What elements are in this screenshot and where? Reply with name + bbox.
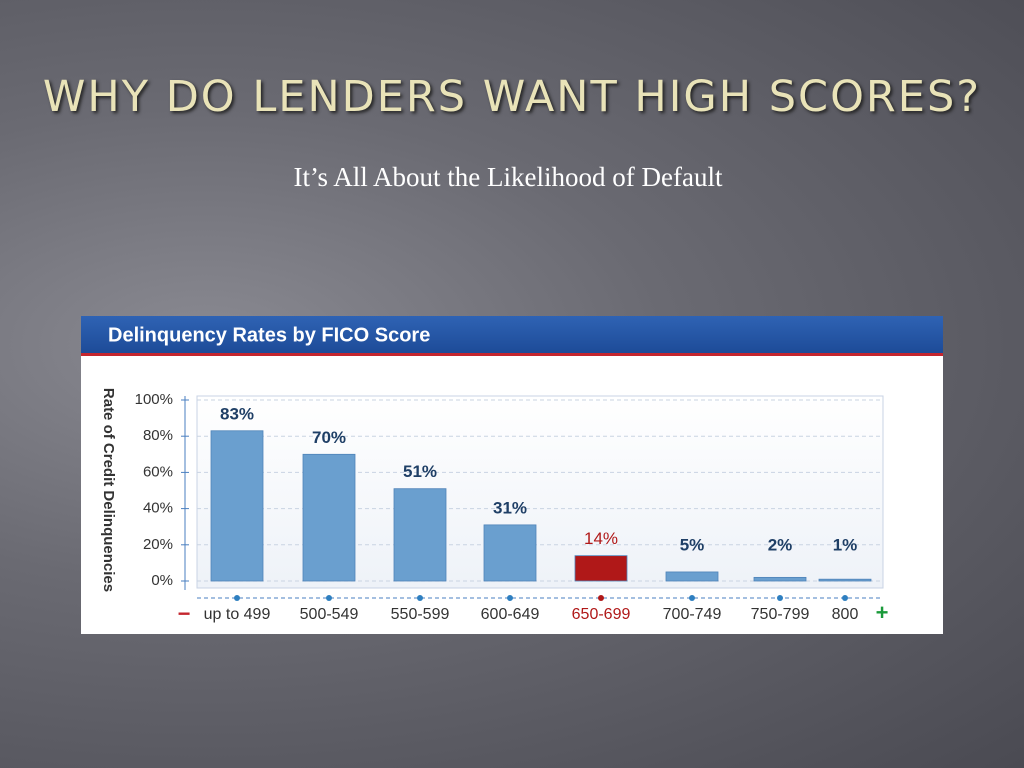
header-rule [81, 353, 943, 356]
x-tick-label: up to 499 [204, 606, 271, 623]
x-tick-label: 500-549 [300, 606, 359, 623]
bar [574, 555, 628, 582]
y-tick-label: 20% [143, 536, 173, 553]
chart-header [81, 316, 943, 353]
axis-dot [417, 595, 423, 601]
value-label: 83% [220, 404, 254, 423]
bar [665, 571, 719, 582]
x-tick-label: 800 [832, 606, 859, 623]
y-tick-label: 80% [143, 427, 173, 444]
plot-area [196, 395, 884, 589]
axis-dot [842, 595, 848, 601]
value-label: 51% [403, 462, 437, 481]
x-tick-label: 600-649 [481, 606, 540, 623]
value-label: 14% [584, 529, 618, 548]
y-tick-label: 100% [135, 391, 173, 408]
axis-dot [326, 595, 332, 601]
value-label: 5% [680, 535, 705, 554]
axis-dot [689, 595, 695, 601]
chart-title: Delinquency Rates by FICO Score [108, 324, 430, 346]
bar [393, 488, 447, 582]
y-tick-label: 60% [143, 463, 173, 480]
bar [818, 578, 872, 582]
y-axis-label: Rate of Credit Delinquencies [100, 388, 117, 592]
x-tick-label: 550-599 [391, 606, 450, 623]
bar [483, 524, 537, 582]
axis-dot [234, 595, 240, 601]
bar [210, 430, 264, 582]
value-label: 70% [312, 428, 346, 447]
value-label: 31% [493, 498, 527, 517]
bar [753, 576, 807, 582]
value-label: 2% [768, 535, 793, 554]
axis-dot [777, 595, 783, 601]
axis-dot [598, 595, 604, 601]
x-tick-label: 700-749 [663, 606, 722, 623]
bar [302, 453, 356, 582]
axis-dot [507, 595, 513, 601]
y-tick-label: 0% [151, 572, 173, 589]
axis-end-low: − [178, 601, 191, 626]
x-tick-label: 650-699 [572, 606, 631, 623]
axis-end-high: + [876, 600, 889, 625]
x-tick-label: 750-799 [751, 606, 810, 623]
y-tick-label: 40% [143, 500, 173, 517]
value-label: 1% [833, 535, 858, 554]
slide-subtitle: It’s All About the Likelihood of Default [293, 162, 723, 192]
slide-title: WHY DO LENDERS WANT HIGH SCORES? [42, 72, 982, 122]
